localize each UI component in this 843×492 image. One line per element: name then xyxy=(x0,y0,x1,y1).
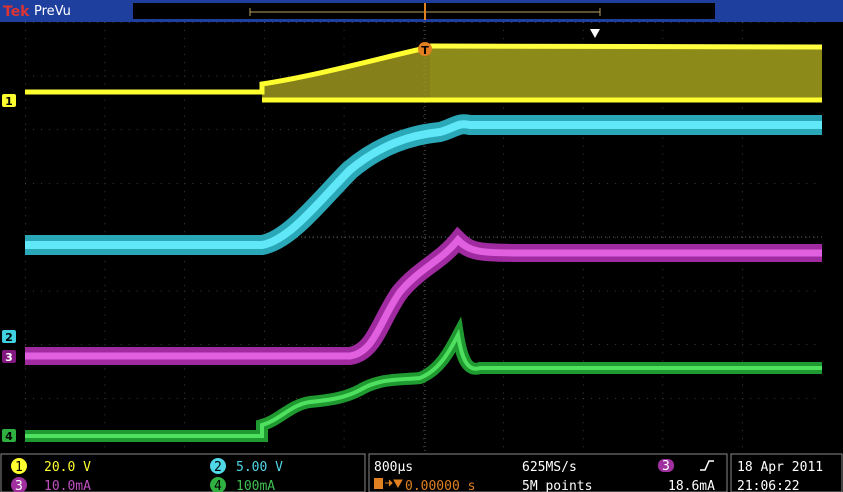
ch3-marker-label: 3 xyxy=(5,351,13,364)
ch2-scale: 5.00 V xyxy=(236,460,283,475)
record-length: 5M points xyxy=(522,479,592,492)
ch4-scale: 100mA xyxy=(236,479,275,492)
mode: PreVu xyxy=(34,4,71,19)
trigger-source: 3 xyxy=(662,459,670,474)
ch3-badge-label: 3 xyxy=(15,479,23,492)
ch2-badge-label: 2 xyxy=(214,460,222,475)
date: 18 Apr 2011 xyxy=(737,460,823,475)
ch1-marker-label: 1 xyxy=(5,95,13,108)
trigger-label: T xyxy=(421,44,429,57)
trigger-level: 18.6mA xyxy=(668,479,715,492)
ch4-badge-label: 4 xyxy=(214,479,222,492)
trigger-icon xyxy=(374,478,383,489)
ch3-scale: 10.0mA xyxy=(44,479,91,492)
ch1-badge-label: 1 xyxy=(15,460,23,475)
page: Tek PreVu T 1 2 3 4 1 20.0 V 3 10.0mA 2 … xyxy=(0,0,843,492)
ch1-scale: 20.0 V xyxy=(44,460,91,475)
brand: Tek xyxy=(3,4,30,20)
ch2-marker-label: 2 xyxy=(5,331,13,344)
ch4-marker-label: 4 xyxy=(5,430,13,443)
time: 21:06:22 xyxy=(737,479,800,492)
scope-screen: Tek PreVu T 1 2 3 4 1 20.0 V 3 10.0mA 2 … xyxy=(0,0,843,492)
sample-rate: 625MS/s xyxy=(522,460,577,475)
trigger-position: 0.00000 s xyxy=(405,479,475,492)
timebase: 800µs xyxy=(374,460,413,475)
